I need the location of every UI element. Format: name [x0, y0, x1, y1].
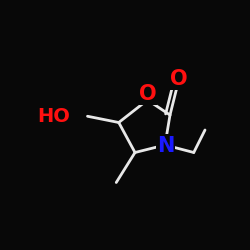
Text: HO: HO	[37, 107, 70, 126]
Text: O: O	[139, 84, 156, 104]
Text: N: N	[157, 136, 174, 156]
Text: O: O	[170, 69, 188, 89]
